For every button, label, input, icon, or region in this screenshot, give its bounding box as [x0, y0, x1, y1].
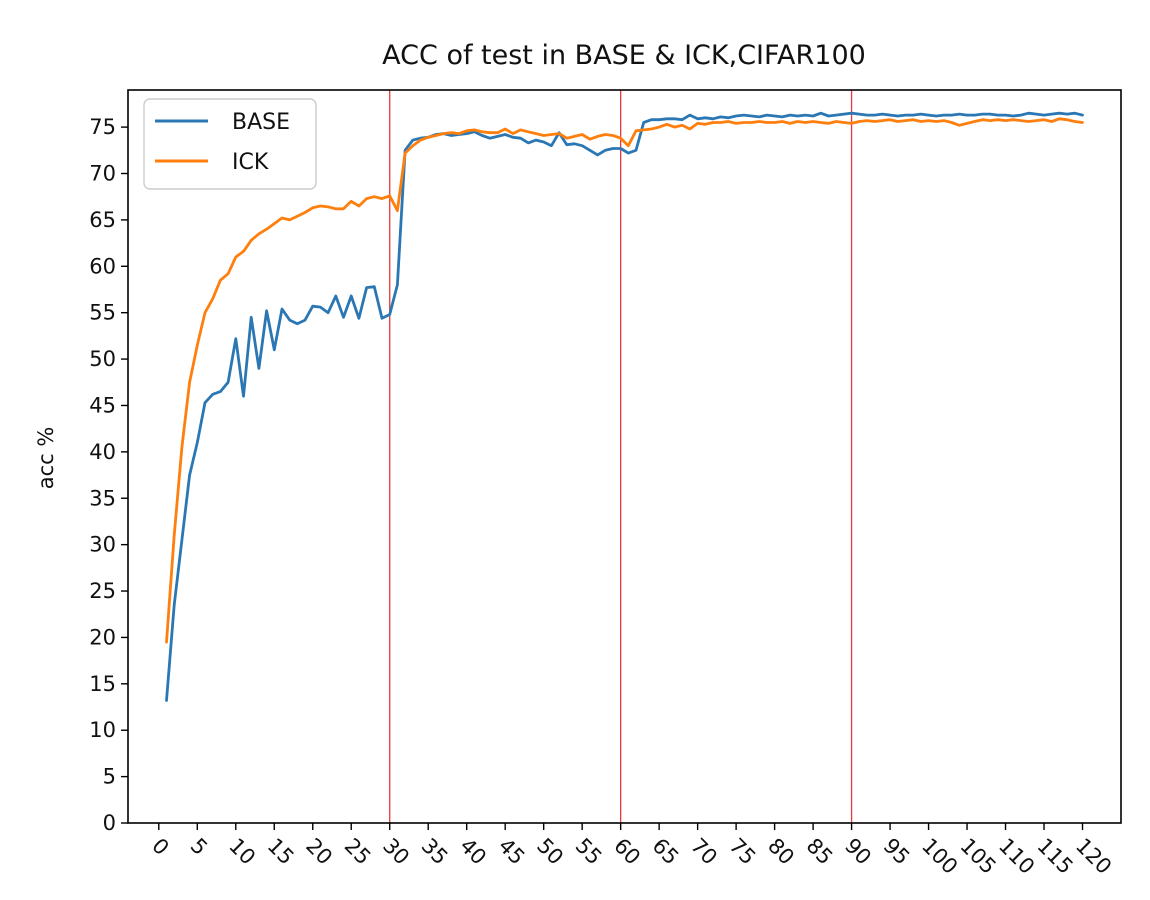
y-tick-label: 5	[103, 765, 116, 789]
series-layer	[165, 111, 1084, 702]
x-tick-label: 105	[955, 834, 1000, 879]
y-axis-ticks: 0 5 10 15 20 25 30 35 40 45 50 55 60 65 70 75	[89, 115, 128, 835]
y-tick-label: 20	[89, 625, 116, 649]
y-tick-label: 50	[89, 347, 116, 371]
y-tick-label: 35	[89, 486, 116, 510]
x-axis-ticks: 0 5 10 15 20 25 30 35 40 45 50 55 60 65 70 75 80 85 90 95 10…	[147, 823, 1116, 879]
legend-label-base: BASE	[232, 110, 290, 135]
plot-area-frame	[127, 89, 1122, 824]
x-tick-label: 45	[494, 834, 530, 870]
x-tick-label: 100	[917, 834, 962, 879]
x-tick-label: 50	[532, 834, 568, 870]
x-tick-label: 35	[417, 834, 453, 870]
x-tick-label: 110	[994, 834, 1039, 879]
x-tick-label: 30	[378, 834, 414, 870]
x-tick-label: 70	[686, 834, 722, 870]
x-tick-label: 120	[1071, 834, 1116, 879]
x-tick-label: 5	[186, 834, 212, 860]
x-tick-label: 10	[224, 834, 260, 870]
x-tick-label: 80	[763, 834, 799, 870]
x-tick-label: 75	[725, 834, 761, 870]
x-tick-label: 60	[609, 834, 645, 870]
y-axis-label: acc %	[34, 427, 58, 490]
legend-label-ick: ICK	[232, 150, 269, 175]
x-tick-label: 95	[879, 834, 915, 870]
y-tick-label: 60	[89, 254, 116, 278]
series-line-ick	[165, 117, 1084, 644]
x-tick-label: 115	[1032, 834, 1077, 879]
chart-title: ACC of test in BASE & ICK,CIFAR100	[382, 40, 866, 71]
vertical-markers	[389, 90, 853, 823]
y-tick-label: 55	[89, 301, 116, 325]
x-tick-label: 20	[301, 834, 337, 870]
y-tick-label: 65	[89, 208, 116, 232]
y-tick-label: 30	[89, 533, 116, 557]
y-tick-label: 25	[89, 579, 116, 603]
y-tick-label: 40	[89, 440, 116, 464]
legend-box	[143, 98, 317, 190]
y-tick-label: 70	[89, 162, 116, 186]
y-tick-label: 75	[89, 115, 116, 139]
x-tick-label: 15	[263, 834, 299, 870]
y-tick-label: 15	[89, 672, 116, 696]
x-tick-label: 85	[802, 834, 838, 870]
x-tick-label: 90	[840, 834, 876, 870]
x-tick-label: 40	[455, 834, 491, 870]
y-tick-label: 0	[103, 811, 116, 835]
series-line-base	[165, 111, 1084, 702]
x-tick-label: 55	[571, 834, 607, 870]
y-tick-label: 45	[89, 393, 116, 417]
x-tick-label: 0	[147, 834, 173, 860]
x-tick-label: 25	[340, 834, 376, 870]
legend: BASE ICK	[143, 98, 317, 190]
x-tick-label: 65	[648, 834, 684, 870]
y-tick-label: 10	[89, 718, 116, 742]
